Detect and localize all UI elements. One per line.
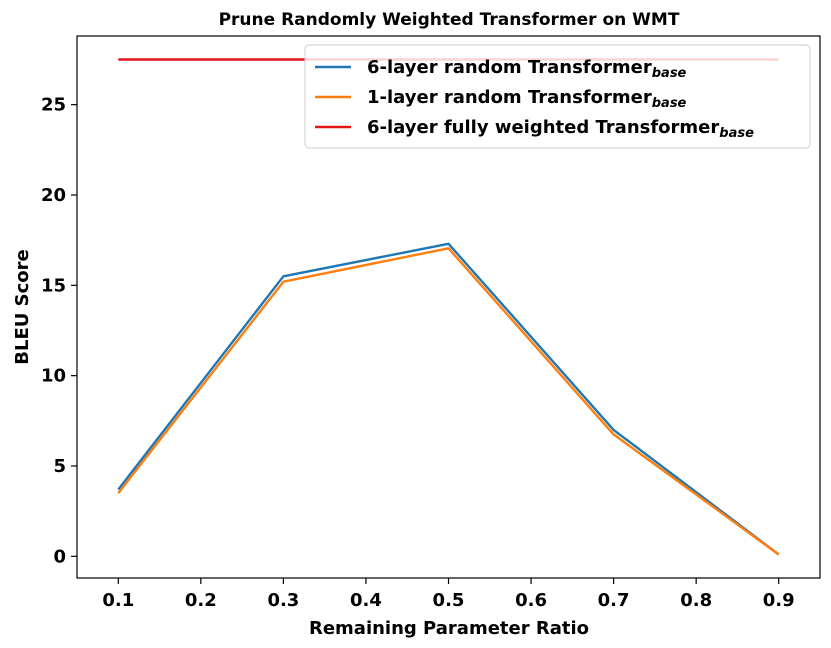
y-tick-label: 20 — [41, 185, 66, 206]
legend-label: 6-layer random Transformerbase — [367, 57, 687, 81]
x-tick-label: 0.6 — [515, 590, 547, 611]
legend-label-subscript: base — [719, 126, 754, 141]
legend-label-subscript: base — [652, 66, 687, 81]
y-tick-label: 25 — [41, 95, 66, 116]
y-tick-label: 15 — [41, 275, 66, 296]
legend-box — [304, 44, 811, 149]
y-tick-label: 5 — [53, 456, 66, 477]
x-tick-label: 0.2 — [185, 590, 217, 611]
x-tick-label: 0.3 — [267, 590, 299, 611]
x-tick-label: 0.5 — [433, 590, 465, 611]
legend-label-text: 1-layer random Transformer — [367, 87, 652, 108]
legend-label-text: 6-layer random Transformer — [367, 57, 652, 78]
chart-title: Prune Randomly Weighted Transformer on W… — [219, 10, 680, 30]
series-line-1 — [117, 242, 780, 556]
x-axis-label: Remaining Parameter Ratio — [309, 618, 589, 639]
legend-item: 1-layer random Transformerbase — [315, 87, 687, 111]
legend-label: 1-layer random Transformerbase — [367, 87, 687, 111]
x-tick-label: 0.9 — [763, 590, 795, 611]
x-tick-label: 0.7 — [598, 590, 630, 611]
legend-label-subscript: base — [652, 96, 687, 111]
legend-item: 6-layer random Transformerbase — [315, 57, 687, 81]
y-axis-ticks: 0 5 10 15 20 25 — [41, 95, 77, 567]
y-tick-label: 0 — [53, 546, 66, 567]
y-axis-label: BLEU Score — [12, 249, 33, 364]
series-line-2 — [117, 247, 780, 556]
legend-item: 6-layer fully weighted Transformerbase — [315, 117, 754, 141]
x-tick-label: 0.4 — [350, 590, 382, 611]
x-tick-label: 0.1 — [102, 590, 134, 611]
y-tick-label: 10 — [41, 366, 66, 387]
legend-label-text: 6-layer fully weighted Transformer — [367, 117, 719, 138]
legend-label: 6-layer fully weighted Transformerbase — [367, 117, 754, 141]
x-tick-label: 0.8 — [680, 590, 712, 611]
x-axis-ticks: 0.1 0.2 0.3 0.4 0.5 0.6 0.7 0.8 0.9 — [102, 578, 795, 611]
plot-area: 0.1 0.2 0.3 0.4 0.5 0.6 0.7 0.8 0.9 0 5 10 15 20 25 — [41, 35, 821, 611]
